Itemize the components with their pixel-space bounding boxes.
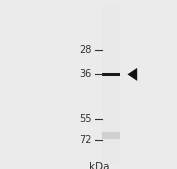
Text: 28: 28 — [80, 45, 92, 55]
Bar — [102, 7, 120, 164]
Text: 55: 55 — [79, 114, 92, 124]
Bar — [102, 73, 120, 76]
Text: 36: 36 — [80, 68, 92, 79]
Text: kDa: kDa — [89, 162, 109, 169]
Bar — [102, 132, 120, 139]
Text: 72: 72 — [79, 135, 92, 145]
Polygon shape — [127, 68, 137, 81]
